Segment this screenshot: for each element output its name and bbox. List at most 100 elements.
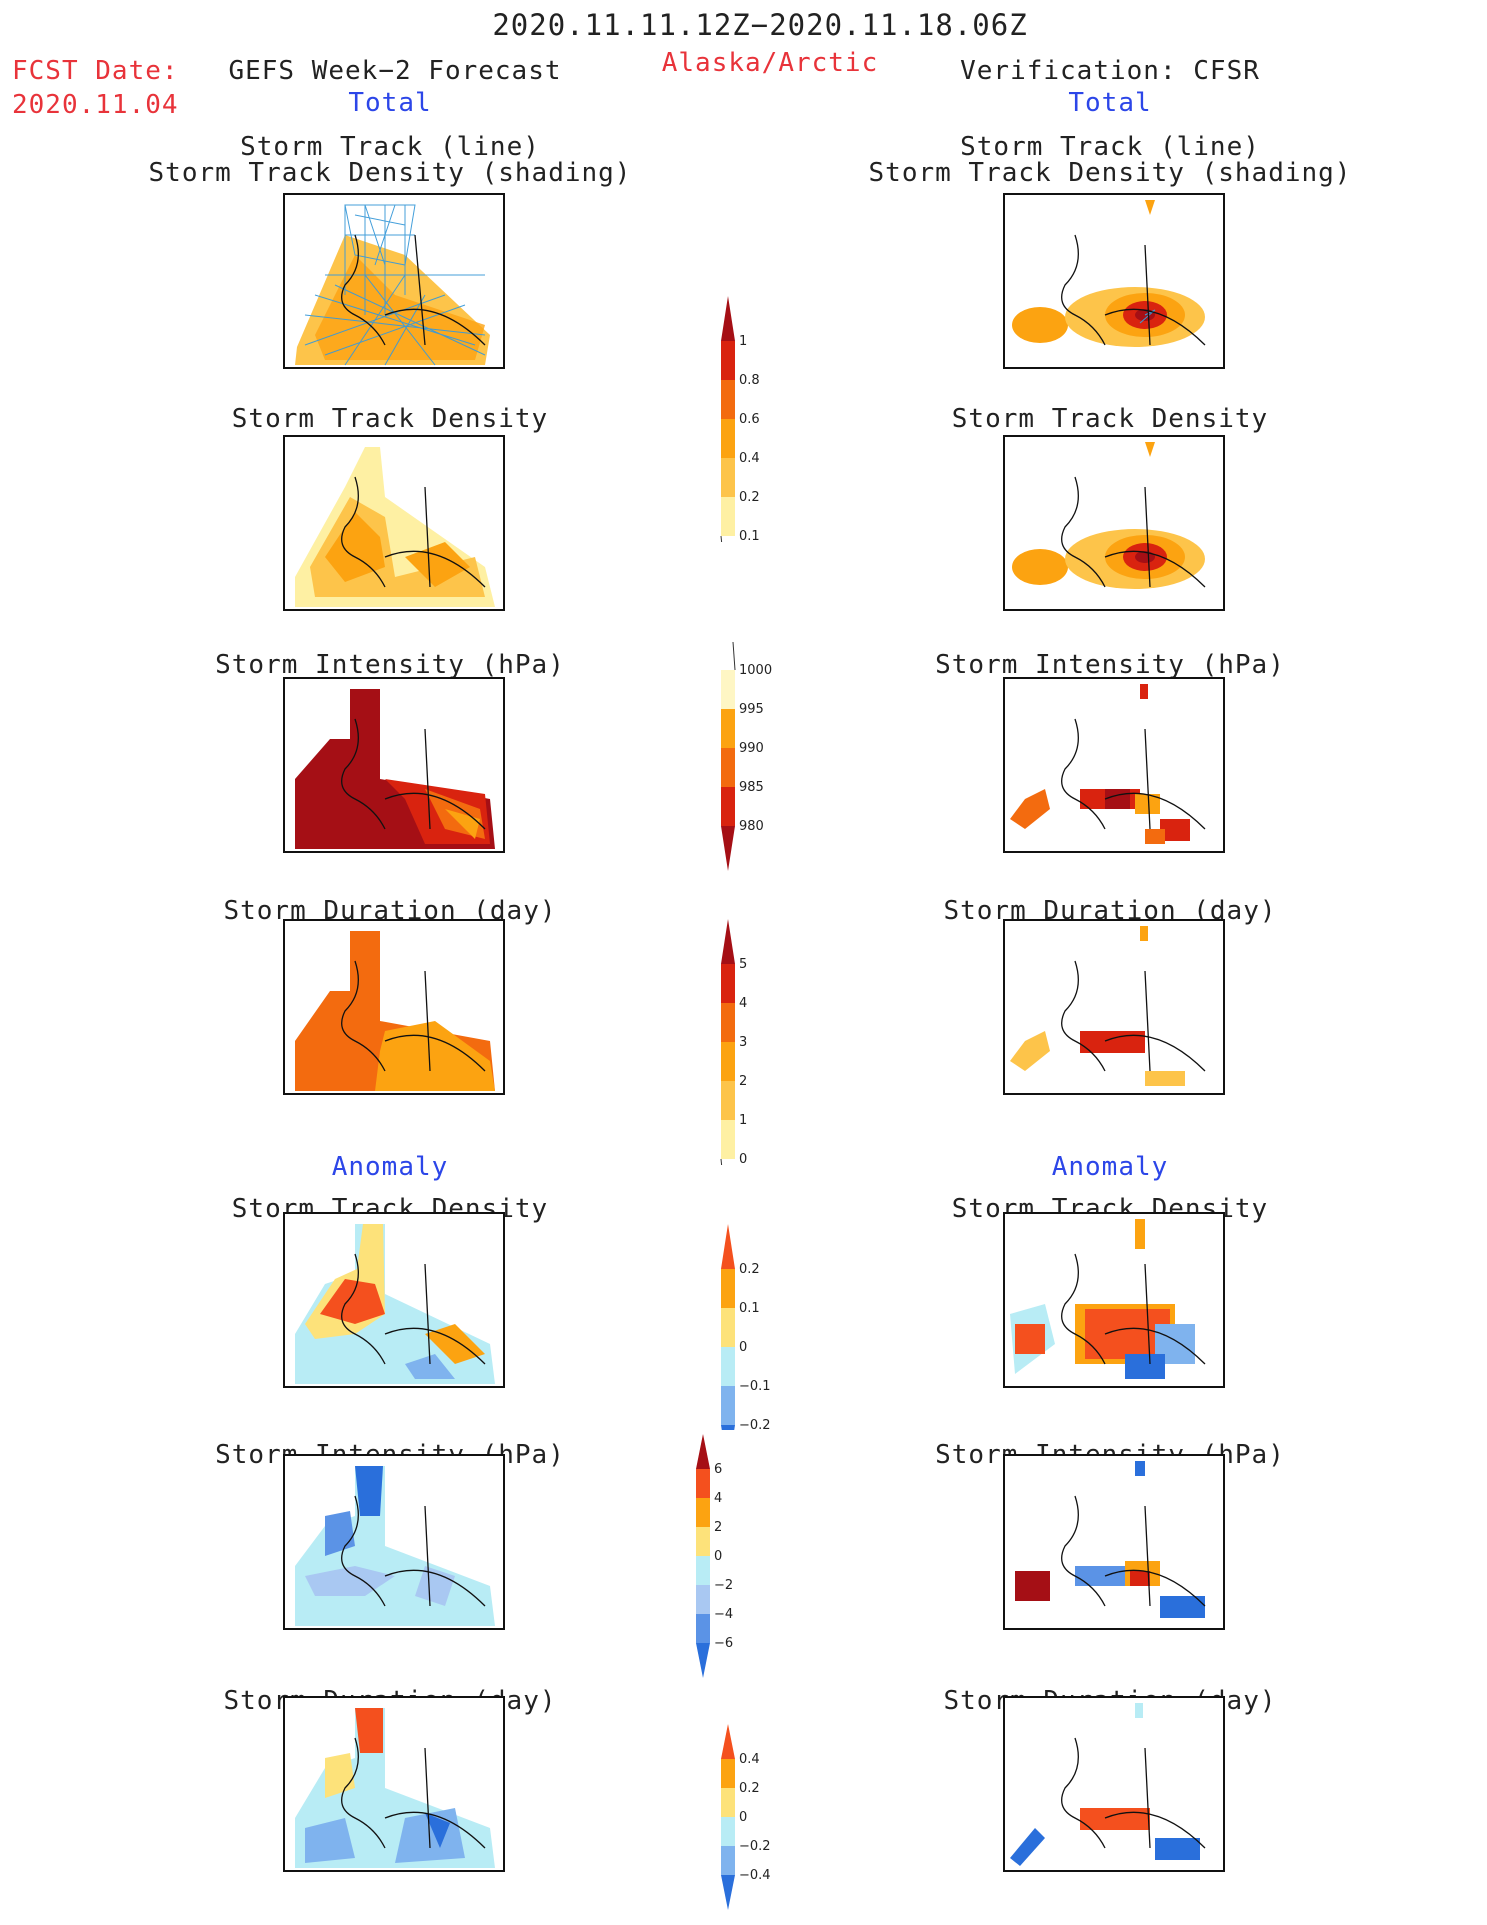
colorbar-tick-label: 2 — [714, 1520, 722, 1535]
colorbar-tick-label: 5 — [739, 957, 747, 972]
cfsr-track-map — [1003, 193, 1225, 369]
colorbar-swatch — [721, 1042, 735, 1081]
colorbar-tick-label: −0.2 — [739, 1418, 771, 1430]
colorbar-swatch — [696, 1585, 710, 1614]
colorbar-swatch — [721, 1846, 735, 1875]
colorbar-swatch — [721, 748, 735, 787]
colorbar-tick-label: 0.2 — [739, 1262, 760, 1277]
colorbar-swatch — [721, 1347, 735, 1386]
colorbar-tick-label: −0.2 — [739, 1839, 771, 1854]
duration-anom-colorbar: 0.4 0.2 0 −0.2 −0.4 — [721, 1724, 771, 1910]
colorbar-tick-label: 1 — [739, 1113, 747, 1128]
colorbar-swatch — [721, 419, 735, 458]
left-anomaly-label: Anomaly — [331, 1152, 449, 1182]
region-title: Alaska/Arctic — [661, 48, 879, 78]
right-anomaly-label: Anomaly — [1051, 1152, 1169, 1182]
colorbar-tick-label: 0.1 — [739, 1301, 760, 1316]
colorbar-swatch — [696, 1643, 710, 1678]
intensity-total-colorbar: 1000 995 990 985 980 — [721, 641, 772, 871]
cfsr-anom-duration-map — [1003, 1696, 1225, 1872]
colorbar-swatch — [696, 1469, 710, 1498]
colorbar-swatch — [721, 964, 735, 1003]
density-anom-colorbar: 0.2 0.1 0 −0.1 −0.2 — [721, 1224, 771, 1430]
right-track-line-title: Storm Track (line) — [960, 132, 1260, 162]
intensity-anom-colorbar: 6 4 2 0 −2 −4 −6 — [696, 1434, 733, 1678]
gefs-anom-density-map — [283, 1212, 505, 1388]
colorbar-tick-label: 4 — [714, 1491, 722, 1506]
gefs-anom-intensity-map — [283, 1454, 505, 1630]
colorbar-tick-label: 0.8 — [739, 373, 760, 388]
right-intensity-title: Storm Intensity (hPa) — [935, 650, 1285, 680]
right-track-density-shading-title: Storm Track Density (shading) — [868, 158, 1352, 188]
colorbar-swatch — [721, 497, 735, 536]
colorbar-swatch — [721, 1875, 735, 1910]
left-density-title: Storm Track Density — [231, 404, 549, 434]
colorbar-tick-label: 0.4 — [739, 451, 760, 466]
colorbar-swatch — [721, 709, 735, 748]
colorbar-tick-label: 0 — [739, 1810, 747, 1825]
colorbar-tick-label: 0.4 — [739, 1752, 760, 1767]
right-column-title: Verification: CFSR — [960, 56, 1260, 86]
cfsr-intensity-map — [1003, 677, 1225, 853]
colorbar-tail — [720, 535, 723, 542]
left-total-label: Total — [348, 88, 432, 118]
colorbar-swatch — [721, 670, 735, 709]
colorbar-tick-label: 4 — [739, 996, 747, 1011]
colorbar-swatch — [721, 1386, 735, 1425]
right-density-title: Storm Track Density — [951, 404, 1269, 434]
colorbar-tick-label: 0 — [714, 1549, 722, 1564]
fcst-date-value: 2020.11.04 — [12, 90, 179, 120]
colorbar-tick-label: 980 — [739, 819, 764, 834]
colorbar-tick-label: 1000 — [739, 663, 772, 678]
colorbar-tick-label: −2 — [714, 1578, 733, 1593]
colorbar-swatch — [721, 1724, 735, 1759]
colorbar-tick-label: 985 — [739, 780, 764, 795]
colorbar-tick-label: 3 — [739, 1035, 747, 1050]
colorbar-swatch — [721, 1081, 735, 1120]
left-track-density-shading-title: Storm Track Density (shading) — [148, 158, 632, 188]
colorbar-swatch — [721, 787, 735, 826]
gefs-intensity-map — [283, 677, 505, 853]
gefs-duration-map — [283, 919, 505, 1095]
colorbar-swatch — [721, 380, 735, 419]
left-column-title: GEFS Week−2 Forecast — [228, 56, 562, 86]
colorbar-swatch — [721, 296, 735, 341]
cfsr-anom-density-map — [1003, 1212, 1225, 1388]
colorbar-swatch — [696, 1527, 710, 1556]
colorbar-swatch — [721, 1224, 735, 1269]
cfsr-anom-intensity-map — [1003, 1454, 1225, 1630]
colorbar-swatch — [721, 1308, 735, 1347]
colorbar-tick-label: 0 — [739, 1340, 747, 1355]
colorbar-tick-label: −6 — [714, 1636, 733, 1651]
period-title: 2020.11.11.12Z−2020.11.18.06Z — [492, 8, 1028, 42]
colorbar-tick-label: 0.1 — [739, 529, 760, 542]
colorbar-tick-label: 0.6 — [739, 412, 760, 427]
colorbar-swatch — [721, 1788, 735, 1817]
fcst-date-label: FCST Date: — [12, 56, 179, 86]
colorbar-swatch — [721, 1759, 735, 1788]
left-track-line-title: Storm Track (line) — [240, 132, 540, 162]
gefs-density-map — [283, 435, 505, 611]
colorbar-swatch — [721, 826, 735, 871]
colorbar-tail — [720, 1158, 723, 1165]
gefs-track-map — [283, 193, 505, 369]
left-intensity-title: Storm Intensity (hPa) — [215, 650, 565, 680]
colorbar-swatch — [721, 1120, 735, 1159]
colorbar-tick-label: 1 — [739, 334, 747, 349]
colorbar-swatch — [721, 1425, 735, 1430]
colorbar-tick-label: −0.1 — [739, 1379, 771, 1394]
colorbar-tick-label: 2 — [739, 1074, 747, 1089]
colorbar-swatch — [721, 341, 735, 380]
colorbar-tick-label: 6 — [714, 1462, 722, 1477]
colorbar-tick-label: 0.2 — [739, 490, 760, 505]
right-total-label: Total — [1068, 88, 1152, 118]
density-total-colorbar: 1 0.8 0.6 0.4 0.2 0.1 — [720, 296, 760, 542]
colorbar-swatch — [721, 1269, 735, 1308]
cfsr-duration-map — [1003, 919, 1225, 1095]
colorbar-swatch — [721, 1003, 735, 1042]
colorbar-swatch — [696, 1434, 710, 1469]
colorbar-tick-label: 995 — [739, 702, 764, 717]
colorbar-tick-label: 0.2 — [739, 1781, 760, 1796]
colorbar-swatch — [721, 919, 735, 964]
colorbar-swatch — [696, 1556, 710, 1585]
